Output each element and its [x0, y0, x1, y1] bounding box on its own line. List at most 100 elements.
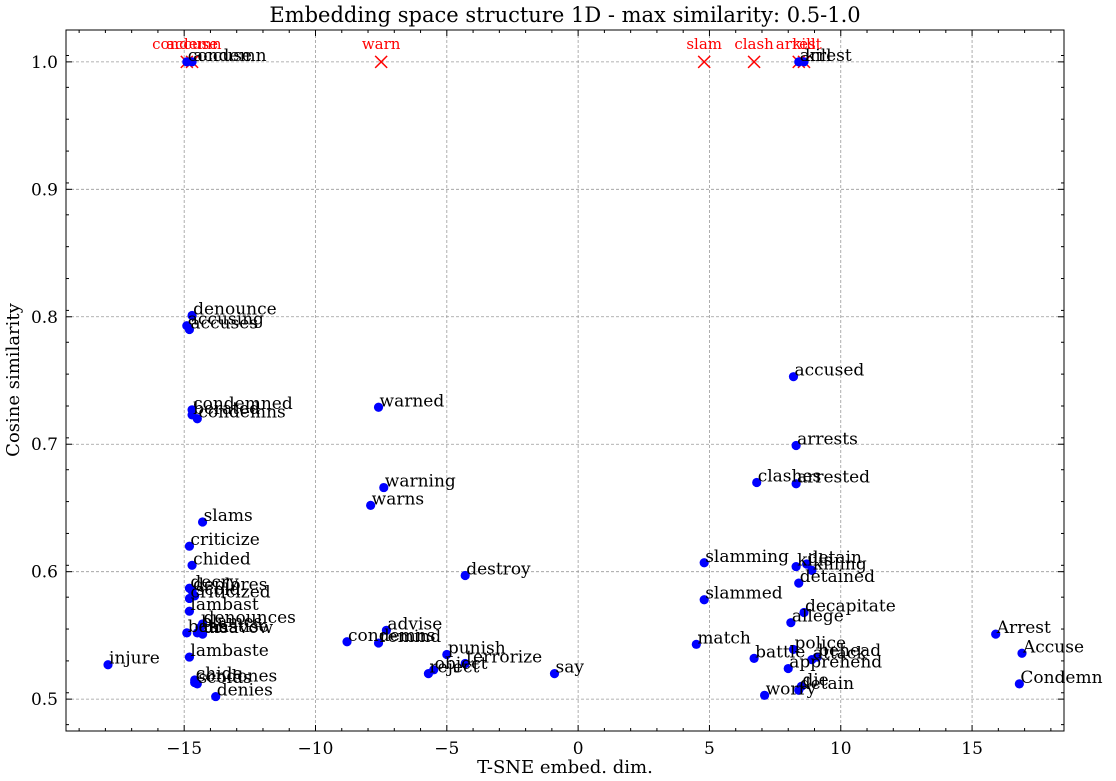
- point-label: decry: [190, 572, 239, 592]
- reference-label: kill: [792, 35, 816, 53]
- point-label: police: [794, 633, 846, 653]
- data-point: [192, 414, 202, 424]
- point-label: Arrest: [996, 618, 1051, 638]
- plot-frame: [65, 29, 1065, 732]
- data-point: [794, 578, 804, 588]
- data-point: [381, 625, 392, 635]
- point-label: advise: [387, 614, 442, 634]
- point-label: apprehend: [789, 653, 882, 673]
- point-label: denounces: [204, 608, 296, 628]
- reference-marker: [697, 55, 711, 69]
- point-label: chided: [193, 549, 251, 569]
- point-label: slamming: [705, 547, 789, 567]
- data-point: [460, 658, 470, 669]
- data-point: [442, 649, 452, 660]
- point-label: disavow: [204, 618, 274, 638]
- point-label: blames: [201, 612, 262, 632]
- data-point: [197, 629, 208, 639]
- point-label: say: [555, 658, 584, 678]
- y-tick-label: 0.8: [31, 308, 58, 328]
- data-point: [103, 660, 113, 670]
- data-points: [103, 57, 1027, 702]
- data-point: [752, 477, 762, 488]
- x-axis-label: T-SNE embed. dim.: [477, 757, 653, 778]
- point-label: condones: [196, 667, 278, 687]
- axis-ticks: [66, 30, 1064, 731]
- point-label: criticize: [190, 530, 259, 550]
- data-point: [783, 663, 793, 674]
- grid: [66, 30, 1064, 731]
- data-point: [799, 57, 809, 67]
- data-point: [749, 653, 759, 663]
- point-label: reject: [429, 658, 479, 678]
- point-label: punish: [448, 639, 506, 659]
- reference-label: condemn: [152, 35, 222, 53]
- data-point: [807, 565, 817, 576]
- data-point: [184, 606, 195, 616]
- point-label: behead: [818, 641, 881, 661]
- data-point: [211, 691, 221, 702]
- data-point: [182, 628, 192, 638]
- data-point: [182, 57, 192, 67]
- y-axis-label: Cosine similarity: [3, 302, 24, 456]
- point-label: warns: [372, 489, 425, 509]
- x-tick-labels: −15 −10 −5 0 5 10 15: [166, 739, 983, 759]
- x-tick-label: −15: [166, 739, 202, 759]
- data-point: [760, 690, 770, 700]
- point-label: match: [697, 628, 751, 648]
- y-tick-labels: 0.5 0.6 0.7 0.8 0.9 1.0: [31, 53, 58, 710]
- data-point: [788, 644, 799, 655]
- reference-label: warn: [362, 35, 401, 53]
- reference-label: slam: [686, 35, 722, 53]
- y-tick-label: 1.0: [31, 53, 58, 73]
- point-label: clashes: [758, 466, 822, 486]
- point-label: decapitate: [805, 596, 896, 616]
- y-tick-label: 0.7: [31, 435, 58, 455]
- x-tick-label: −10: [298, 739, 334, 759]
- point-label: lambaste: [190, 641, 268, 661]
- point-label: denounce: [193, 299, 277, 319]
- reference-marker: [747, 55, 761, 69]
- point-label: attack: [813, 644, 867, 664]
- data-point: [991, 629, 1001, 639]
- data-point: [699, 595, 709, 605]
- x-tick-label: 0: [573, 739, 584, 759]
- data-point: [423, 669, 434, 679]
- data-point: [184, 593, 195, 604]
- reference-label: clash: [734, 35, 774, 53]
- point-label: kills: [797, 551, 832, 571]
- x-tick-label: 10: [830, 739, 852, 759]
- data-point: [460, 570, 470, 581]
- point-label: criticized: [190, 582, 270, 602]
- point-label: arrested: [797, 468, 870, 488]
- point-label: object: [435, 654, 488, 674]
- point-label: accuses: [190, 314, 258, 334]
- point-label: accused: [794, 361, 864, 381]
- data-point: [794, 685, 804, 695]
- point-label: condemn: [188, 46, 267, 66]
- point-label: warned: [380, 391, 445, 411]
- data-point: [807, 655, 817, 665]
- point-label: Accuse: [1022, 637, 1084, 657]
- point-label: deplores: [193, 575, 267, 595]
- point-label: killing: [813, 554, 867, 574]
- point-label: arrests: [797, 430, 858, 450]
- point-label: scold: [196, 580, 241, 600]
- point-label: Condemn: [1020, 668, 1102, 688]
- point-label: chide: [196, 664, 243, 684]
- reference-label: accuse: [166, 35, 218, 53]
- point-label: detained: [800, 567, 875, 587]
- data-point: [373, 638, 384, 648]
- y-tick-label: 0.6: [31, 563, 58, 583]
- point-label: die: [802, 670, 828, 690]
- data-point: [366, 500, 376, 511]
- data-point: [691, 639, 701, 649]
- point-label: worry: [766, 679, 817, 699]
- data-point: [802, 559, 812, 569]
- data-point: [184, 324, 195, 335]
- data-point: [342, 637, 352, 647]
- data-point: [699, 558, 709, 568]
- reference-label: arrest: [776, 35, 822, 53]
- point-label: accuse: [193, 46, 252, 66]
